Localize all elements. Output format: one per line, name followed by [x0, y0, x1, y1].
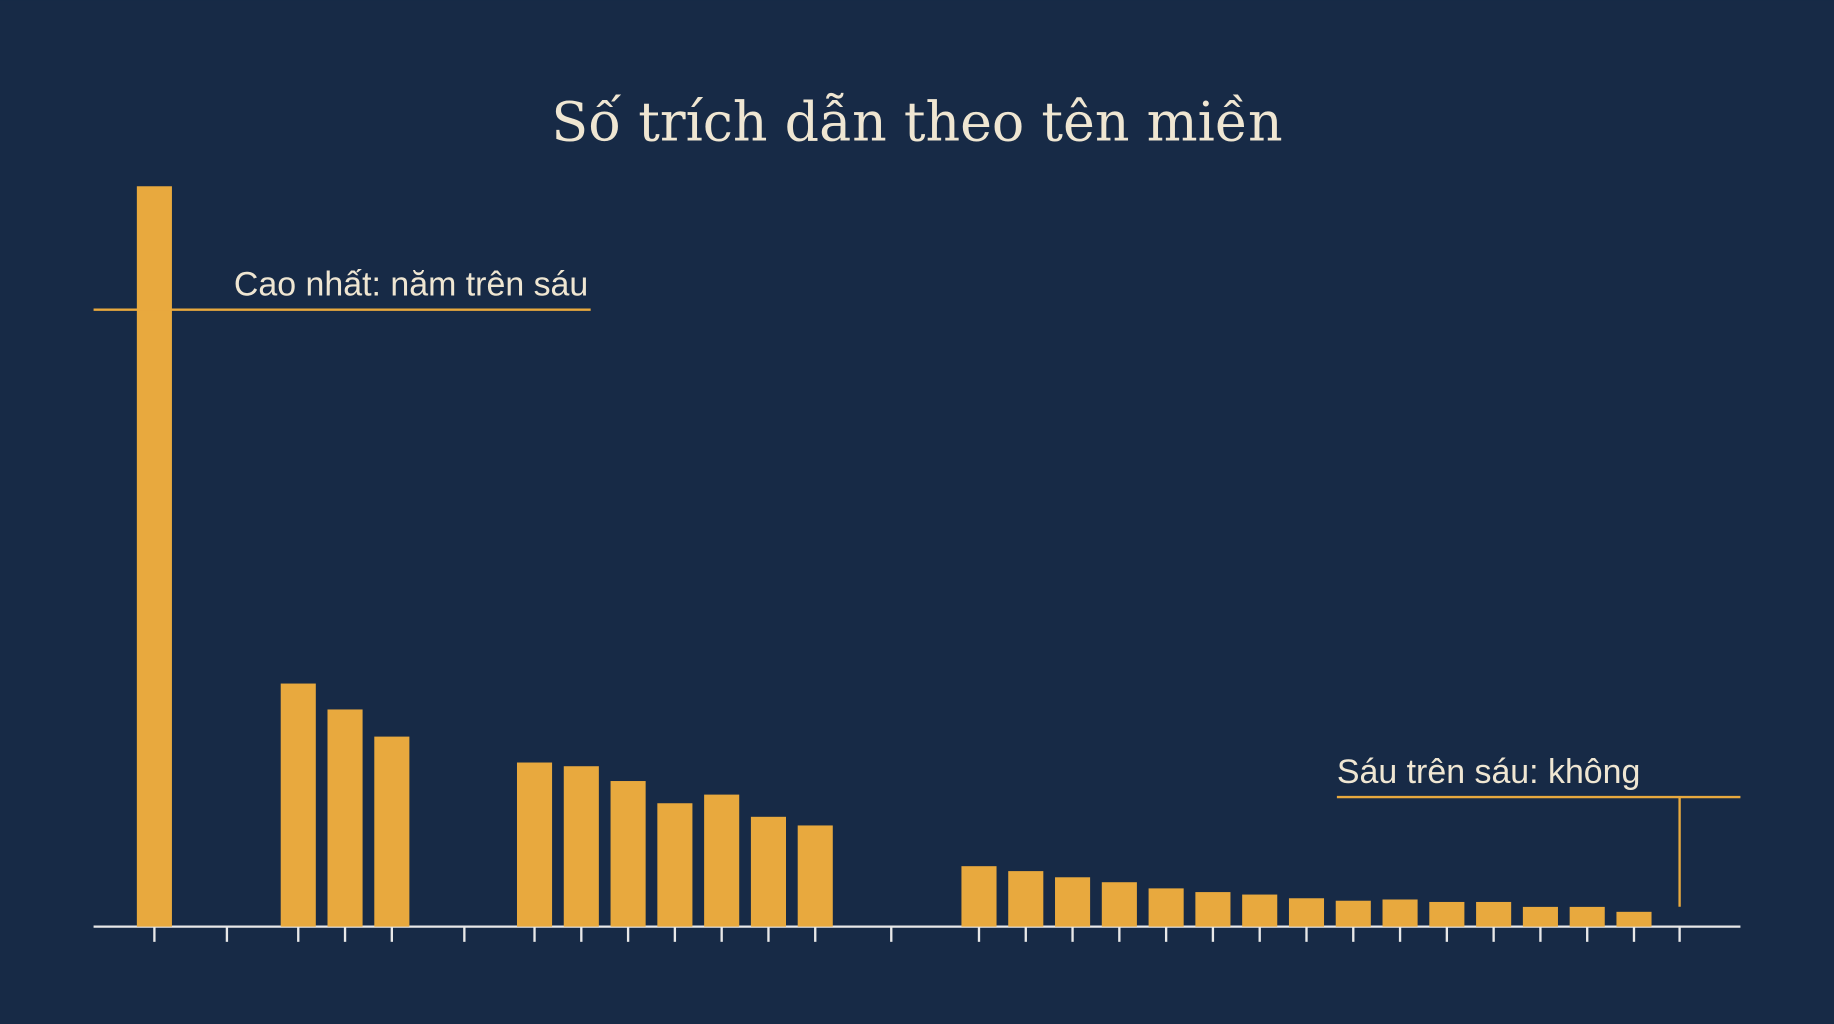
bar: [1008, 871, 1044, 927]
bar: [563, 766, 599, 927]
bar: [1242, 894, 1278, 927]
bar: [797, 825, 833, 927]
bar: [516, 762, 553, 927]
annotation-label: Sáu trên sáu: không: [1337, 753, 1640, 791]
bar: [1429, 901, 1465, 927]
bar: [704, 794, 740, 927]
bar: [280, 683, 316, 927]
bar: [750, 816, 786, 927]
bar: [327, 709, 363, 927]
bar: [610, 781, 646, 927]
bar: [1055, 877, 1091, 927]
bar: [1335, 900, 1371, 927]
bar: [1522, 906, 1558, 927]
bar: [1616, 911, 1652, 927]
bar: [1195, 892, 1231, 927]
bar: [136, 186, 172, 927]
bar: [374, 736, 410, 927]
bar: [1382, 899, 1418, 927]
bar: [1569, 906, 1605, 927]
bar: [1148, 888, 1184, 927]
bar: [657, 803, 693, 927]
bar: [1101, 882, 1137, 927]
bar: [1288, 898, 1325, 927]
bar: [961, 866, 997, 927]
bar: [1476, 901, 1512, 927]
chart-title: Số trích dẫn theo tên miền: [551, 91, 1282, 154]
annotation-label: Cao nhất: năm trên sáu: [234, 266, 588, 304]
